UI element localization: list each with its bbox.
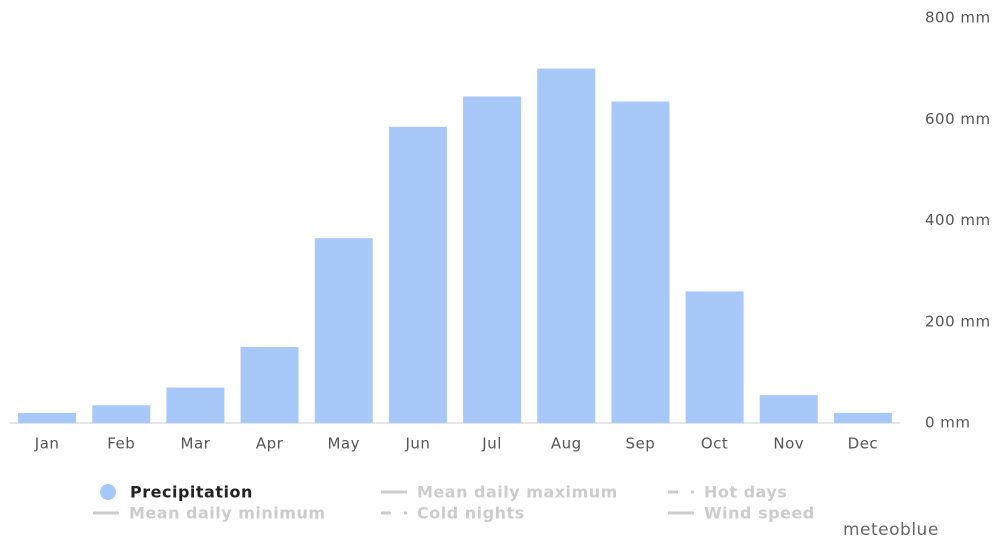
bar	[759, 395, 818, 423]
bar	[833, 412, 892, 423]
y-tick-label: 0 mm	[925, 414, 971, 432]
bar	[92, 405, 151, 423]
bar	[166, 387, 225, 423]
bar	[388, 126, 447, 423]
bar	[18, 412, 77, 423]
x-tick-label: Jan	[34, 435, 60, 453]
legend-label: Precipitation	[130, 483, 253, 502]
x-tick-label: Feb	[107, 435, 135, 453]
bar	[537, 68, 596, 423]
y-tick-label: 800 mm	[925, 9, 991, 27]
x-tick-label: Dec	[848, 435, 879, 453]
bar	[685, 291, 744, 423]
x-tick-label: Jun	[404, 435, 430, 453]
bar	[240, 347, 299, 423]
x-tick-label: Sep	[626, 435, 656, 453]
bar	[463, 96, 522, 423]
legend-label: Mean daily minimum	[129, 504, 326, 523]
bar	[611, 101, 670, 423]
legend-symbol	[100, 484, 116, 500]
legend: Precipitation Mean daily maximum Hot days M…	[93, 483, 815, 523]
x-tick-label: Aug	[551, 435, 582, 453]
x-tick-label: Jul	[481, 435, 502, 453]
credit: meteoblue	[843, 520, 939, 537]
bar	[314, 238, 373, 423]
y-tick-label: 200 mm	[925, 312, 991, 330]
x-tick-label: Apr	[256, 435, 284, 453]
y-tick-label: 400 mm	[925, 211, 991, 229]
legend-label: Mean daily maximum	[417, 483, 618, 502]
y-tick-label: 600 mm	[925, 110, 991, 128]
legend-label: Hot days	[704, 483, 787, 502]
x-tick-label: Oct	[701, 435, 728, 453]
legend-label: Wind speed	[704, 504, 815, 523]
x-tick-label: May	[327, 435, 360, 453]
x-tick-label: Nov	[773, 435, 804, 453]
legend-label: Cold nights	[417, 504, 525, 523]
x-tick-label: Mar	[181, 435, 211, 453]
